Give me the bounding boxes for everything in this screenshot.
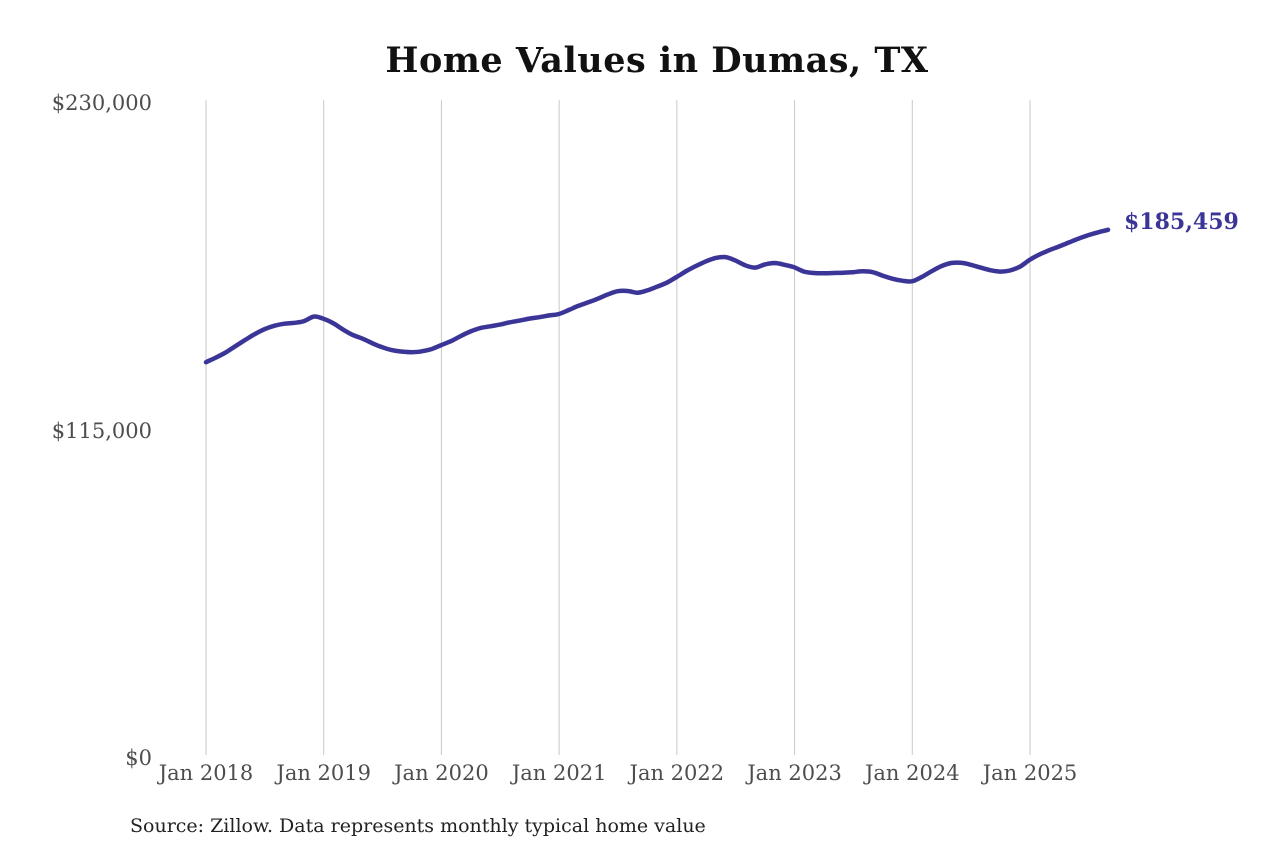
- home-value-line: [203, 227, 1111, 365]
- x-tick-label: Jan 2020: [394, 761, 489, 785]
- x-tick-label: Jan 2024: [864, 761, 960, 785]
- y-tick-label: $115,000: [51, 418, 152, 443]
- final-value-label: $185,459: [1124, 209, 1239, 235]
- year-gridlines: [205, 100, 1031, 755]
- x-tick-label: Jan 2022: [629, 761, 725, 785]
- x-tick-label: Jan 2025: [982, 761, 1078, 785]
- x-tick-label: Jan 2023: [747, 761, 842, 785]
- x-tick-label: Jan 2018: [158, 761, 254, 785]
- source-caption: Source: Zillow. Data represents monthly …: [130, 815, 706, 837]
- x-tick-label: Jan 2021: [511, 761, 607, 785]
- y-tick-label: $230,000: [51, 91, 152, 115]
- chart-title: Home Values in Dumas, TX: [385, 40, 929, 81]
- y-tick-label: $0: [125, 746, 152, 770]
- x-tick-label: Jan 2019: [276, 761, 371, 785]
